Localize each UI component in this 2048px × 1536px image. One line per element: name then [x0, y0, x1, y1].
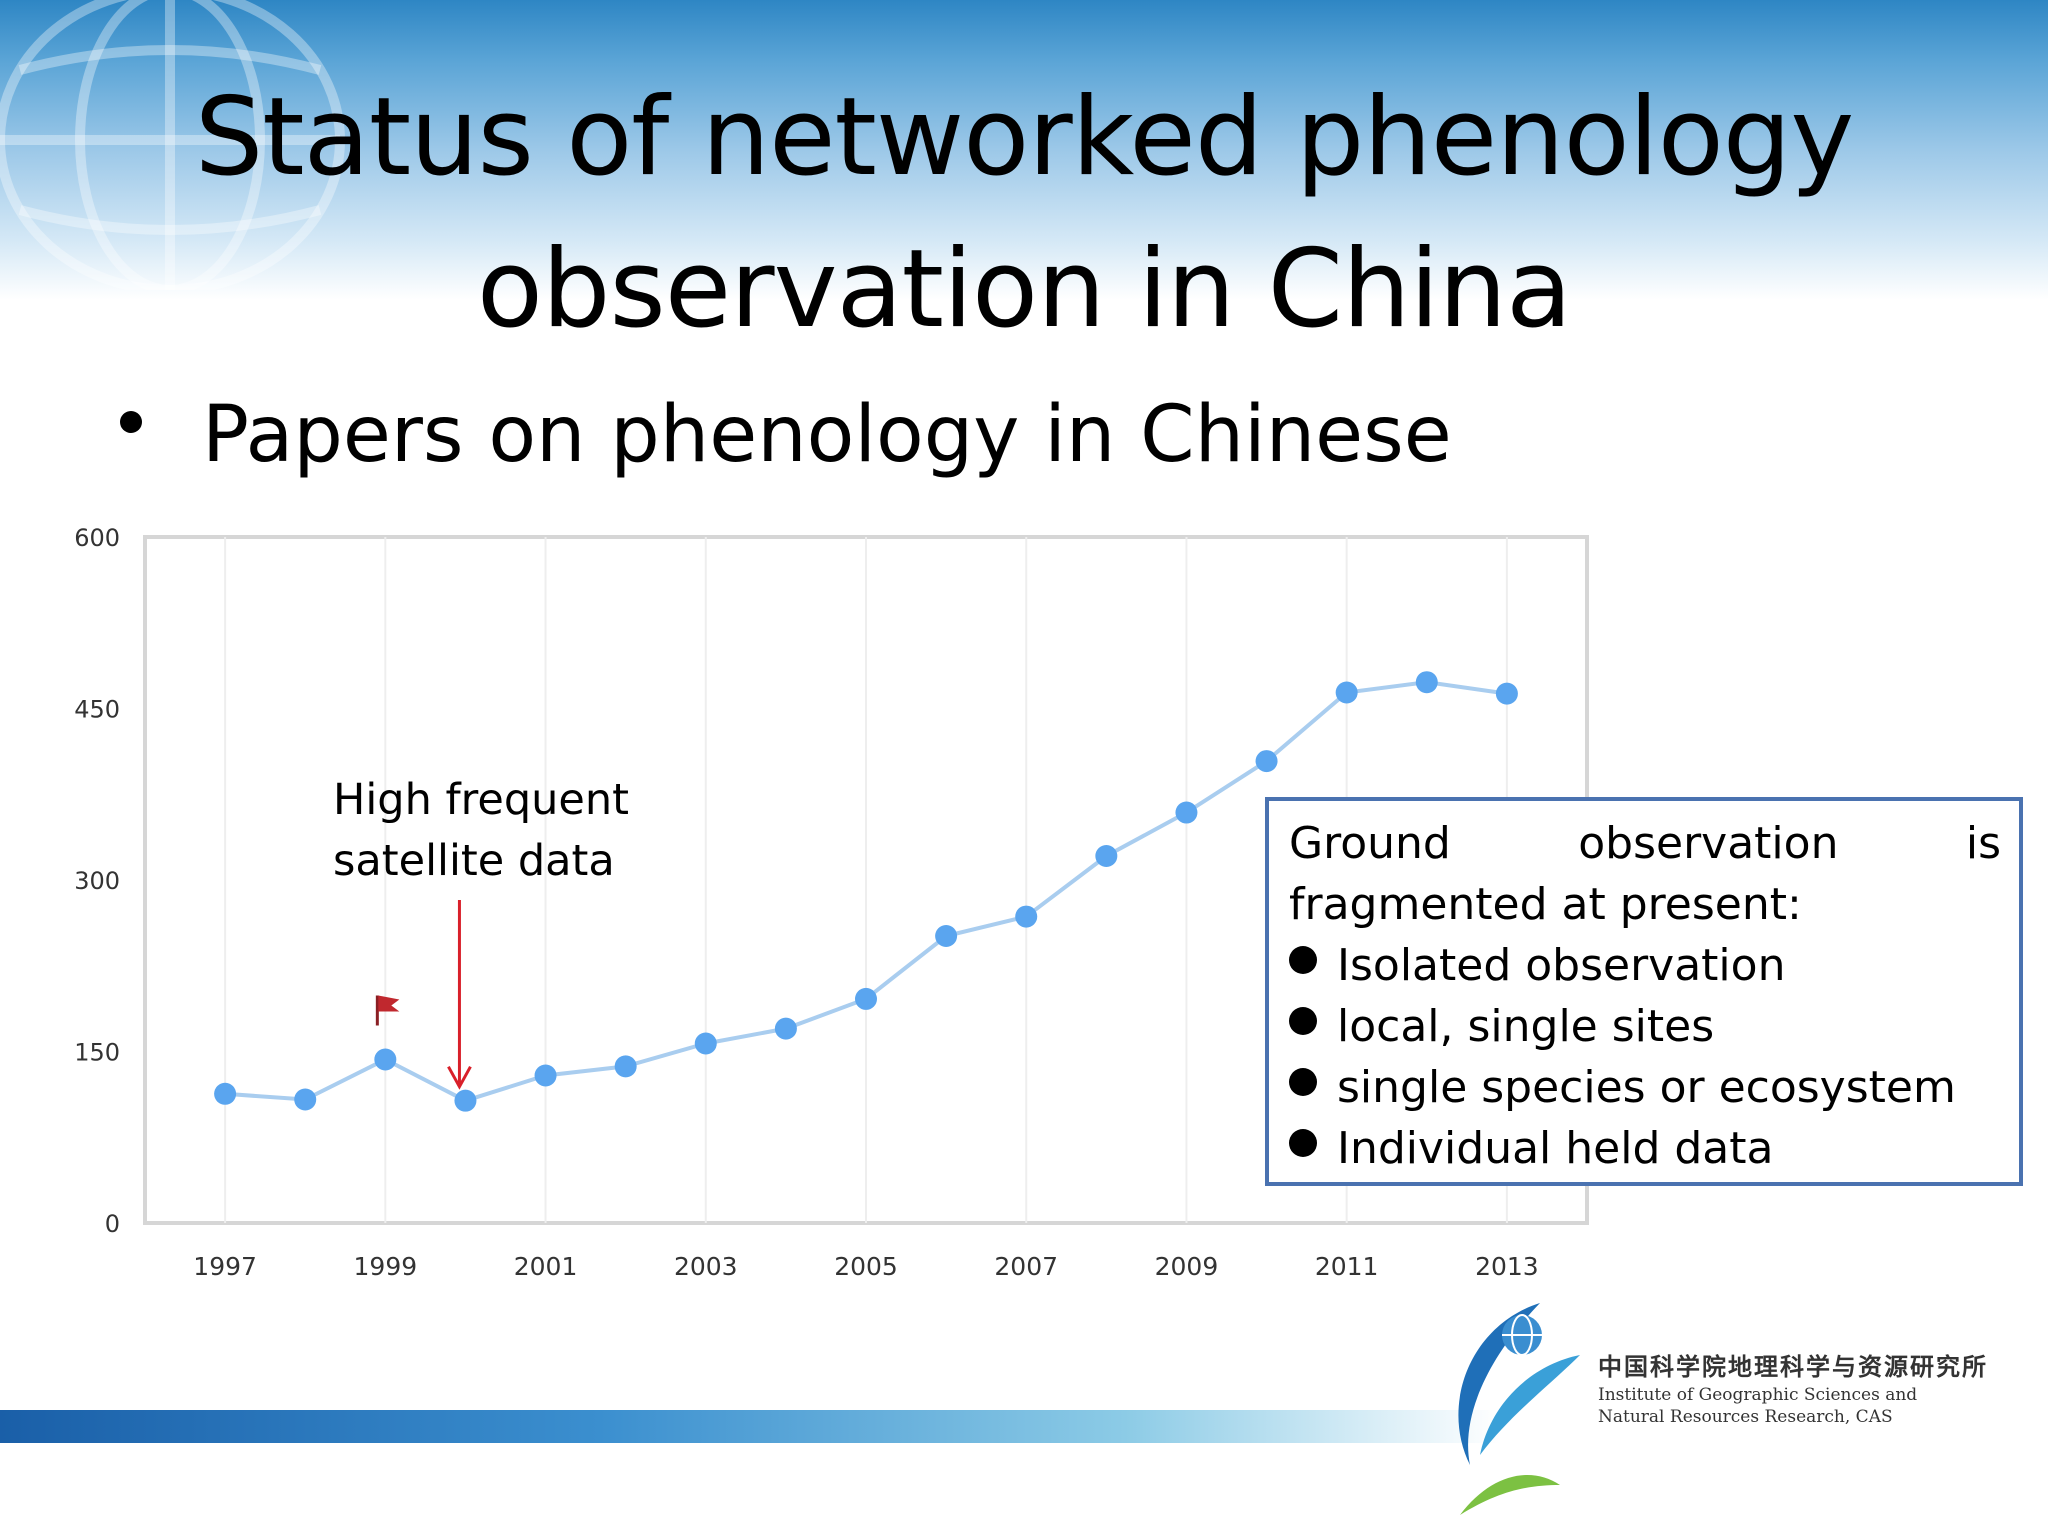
title-line-1: Status of networked phenology: [194, 75, 1855, 200]
callout-line-2: fragmented at present:: [1289, 879, 1802, 930]
institute-name: 中国科学院地理科学与资源研究所 Institute of Geographic …: [1598, 1350, 1988, 1428]
data-point: [294, 1088, 317, 1111]
data-point: [1175, 801, 1198, 824]
institute-logo-icon: [1458, 1303, 1580, 1515]
data-point: [534, 1064, 557, 1087]
footer-bar: [0, 1410, 1500, 1443]
callout-item: single species or ecosystem: [1289, 1057, 2001, 1118]
x-tick-label: 2001: [514, 1252, 578, 1281]
callout-heading: Ground observation is: [1289, 813, 2001, 874]
annotation-line-2: satellite data: [333, 836, 615, 886]
bullet-text: Papers on phenology in Chinese: [202, 390, 1452, 480]
data-point: [935, 925, 958, 948]
x-tick-label: 1999: [354, 1252, 418, 1281]
data-point: [214, 1082, 237, 1105]
data-point: [1255, 750, 1278, 773]
bullet-dot-icon: [1289, 1006, 1317, 1035]
institute-name-en-2: Natural Resources Research, CAS: [1598, 1407, 1893, 1427]
y-tick-label: 450: [74, 696, 120, 724]
data-point: [774, 1017, 797, 1040]
x-tick-label: 2013: [1475, 1252, 1539, 1281]
y-tick-label: 150: [74, 1039, 120, 1067]
callout-item-text: Isolated observation: [1337, 940, 1786, 991]
bullet-dot-icon: [1289, 1128, 1317, 1157]
data-point: [614, 1055, 637, 1078]
data-point: [1335, 681, 1358, 704]
callout-item: Individual held data: [1289, 1118, 2001, 1179]
callout-item-text: single species or ecosystem: [1337, 1062, 1956, 1113]
bullet-dot-icon: [1289, 945, 1317, 974]
callout-item-text: local, single sites: [1337, 1001, 1715, 1052]
callout-word: observation: [1578, 818, 1839, 869]
x-tick-label: 2005: [834, 1252, 898, 1281]
callout-item-text: Individual held data: [1337, 1123, 1774, 1174]
x-tick-label: 2003: [674, 1252, 738, 1281]
callout-word: Ground: [1289, 818, 1451, 869]
callout-word: is: [1965, 818, 2001, 869]
x-tick-label: 1997: [193, 1252, 257, 1281]
bullet-dot-icon: [120, 410, 142, 433]
annotation-line-1: High frequent: [333, 775, 629, 825]
title-line-2: observation in China: [476, 227, 1572, 352]
data-point: [855, 987, 877, 1010]
institute-name-cn: 中国科学院地理科学与资源研究所: [1598, 1352, 1988, 1381]
y-tick-label: 0: [105, 1210, 120, 1238]
y-tick-label: 300: [74, 867, 120, 895]
callout-item: local, single sites: [1289, 996, 2001, 1057]
flag-icon: [378, 995, 400, 1012]
y-tick-label: 600: [74, 524, 120, 552]
callout-box: Ground observation is fragmented at pres…: [1265, 797, 2023, 1186]
bullet-dot-icon: [1289, 1067, 1317, 1096]
data-point: [1015, 905, 1038, 928]
data-point: [454, 1089, 477, 1112]
x-tick-label: 2011: [1315, 1252, 1379, 1281]
data-point: [374, 1048, 397, 1071]
bullet-item: Papers on phenology in Chinese: [120, 385, 1452, 485]
globe-decoration-icon: [0, 0, 345, 290]
data-point: [694, 1032, 717, 1055]
data-point: [1495, 682, 1518, 705]
data-point: [1095, 844, 1118, 867]
x-tick-label: 2009: [1155, 1252, 1219, 1281]
slide-title: Status of networked phenology observatio…: [0, 62, 2048, 366]
x-tick-label: 2007: [994, 1252, 1058, 1281]
annotation-arrowhead: [447, 1065, 472, 1090]
satellite-annotation: High frequent satellite data: [333, 770, 629, 892]
header-band: [0, 0, 2048, 300]
callout-item: Isolated observation: [1289, 935, 2001, 996]
institute-name-en-1: Institute of Geographic Sciences and: [1598, 1385, 1918, 1405]
data-point: [1415, 671, 1438, 694]
